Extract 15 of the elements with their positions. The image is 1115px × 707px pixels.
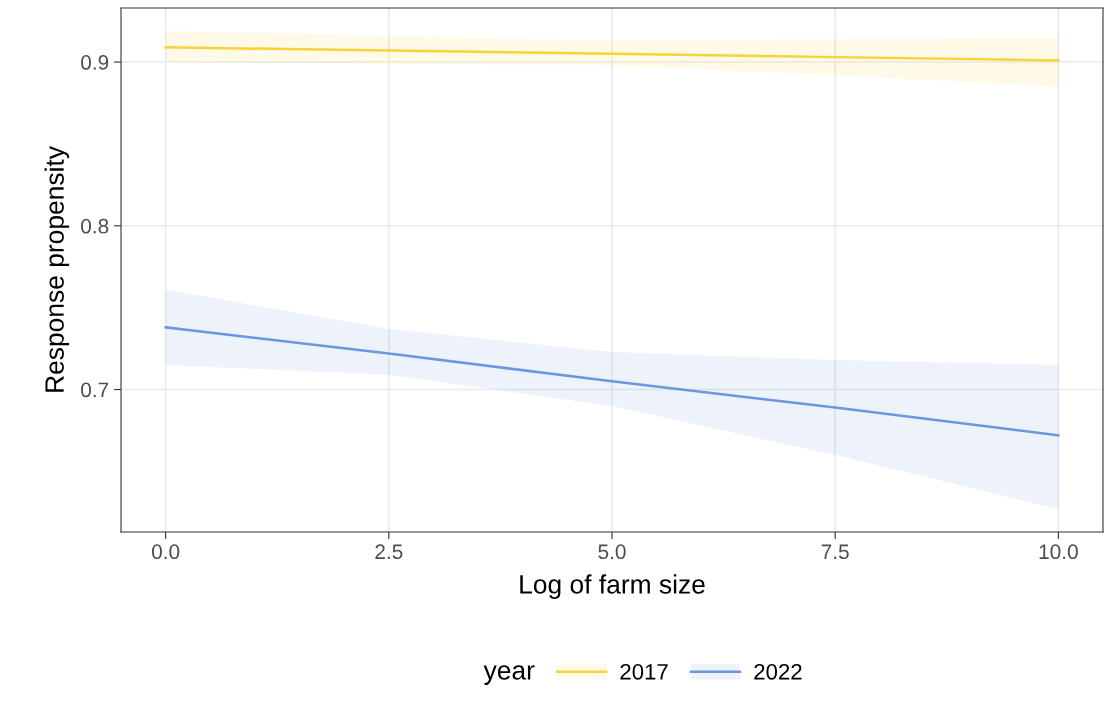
- y-tick-label: 0.7: [81, 382, 109, 398]
- y-tick-label: 0.9: [81, 55, 109, 70]
- x-tick-label: 7.5: [821, 544, 849, 560]
- legend-label: 2022: [754, 663, 802, 680]
- y-tick-label: 0.8: [81, 218, 109, 234]
- x-tick-label: 2.5: [375, 544, 403, 560]
- x-tick-label: 5.0: [598, 544, 626, 560]
- x-tick-label: 10.0: [1039, 544, 1078, 560]
- x-tick-label: 0.0: [151, 544, 180, 560]
- y-axis-title: Response propensity: [44, 146, 70, 392]
- x-axis-title: Log of farm size: [520, 574, 705, 599]
- legend-title: year: [483, 665, 535, 685]
- line-series: [164, 46, 1060, 62]
- legend-label: 2017: [620, 663, 668, 680]
- line-series: [164, 326, 1060, 437]
